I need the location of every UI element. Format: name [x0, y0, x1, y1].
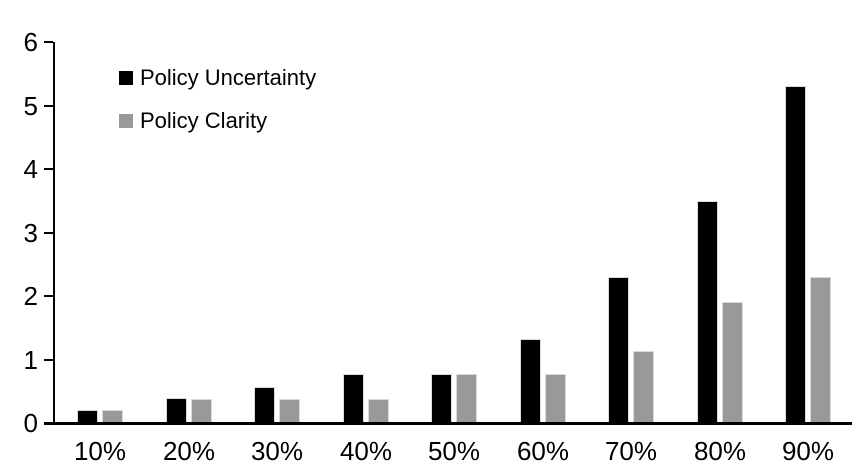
- y-axis-tick: [44, 231, 53, 234]
- bar-policy-uncertainty-20%: [166, 398, 187, 423]
- legend-swatch-icon: [119, 114, 133, 128]
- x-tick-label: 20%: [162, 436, 216, 466]
- y-axis-tick: [44, 168, 53, 170]
- bar-policy-clarity-90%: [810, 277, 831, 423]
- legend-swatch-icon: [119, 71, 133, 85]
- x-tick-label: 90%: [781, 436, 835, 466]
- bar-policy-uncertainty-90%: [785, 86, 806, 423]
- y-tick-label: 3: [23, 217, 38, 248]
- bar-policy-uncertainty-60%: [520, 339, 541, 423]
- bar-policy-clarity-70%: [633, 351, 654, 423]
- bar-policy-clarity-50%: [456, 374, 477, 423]
- bar-policy-clarity-20%: [191, 399, 212, 423]
- y-tick-label: 2: [23, 281, 38, 311]
- y-axis-tick: [44, 358, 53, 361]
- bar-policy-clarity-30%: [279, 399, 300, 423]
- legend-item: Policy Uncertainty: [119, 64, 316, 92]
- bar-policy-uncertainty-50%: [431, 374, 452, 423]
- y-tick-label: 4: [23, 154, 38, 184]
- bar-policy-uncertainty-40%: [343, 374, 364, 423]
- bar-policy-uncertainty-30%: [254, 387, 275, 423]
- y-axis-tick: [44, 295, 53, 297]
- bar-policy-clarity-40%: [368, 399, 389, 423]
- y-tick-label: 6: [23, 27, 38, 57]
- x-tick-label: 70%: [604, 436, 658, 466]
- x-tick-label: 60%: [516, 436, 570, 466]
- x-tick-label: 10%: [73, 436, 127, 466]
- bar-policy-clarity-80%: [722, 302, 743, 423]
- bar-policy-uncertainty-10%: [77, 410, 98, 423]
- y-axis-line: [53, 42, 55, 425]
- y-axis-tick: [44, 41, 53, 43]
- y-tick-label: 1: [23, 344, 38, 375]
- x-tick-label: 40%: [339, 436, 393, 466]
- legend: Policy Uncertainty Policy Clarity: [119, 64, 316, 150]
- x-tick-label: 50%: [427, 436, 481, 466]
- legend-label: Policy Clarity: [140, 108, 268, 133]
- y-tick-label: 5: [23, 90, 38, 121]
- bar-policy-clarity-60%: [545, 374, 566, 423]
- x-axis-line: [44, 422, 852, 425]
- legend-label: Policy Uncertainty: [140, 65, 317, 90]
- legend-item: Policy Clarity: [119, 107, 316, 135]
- x-tick-label: 80%: [693, 436, 747, 466]
- x-tick-label: 30%: [250, 436, 304, 466]
- bar-policy-clarity-10%: [102, 410, 123, 423]
- y-axis-tick: [44, 104, 53, 107]
- bar-policy-uncertainty-70%: [608, 277, 629, 423]
- y-tick-label: 0: [23, 408, 38, 438]
- bar-policy-uncertainty-80%: [697, 201, 718, 423]
